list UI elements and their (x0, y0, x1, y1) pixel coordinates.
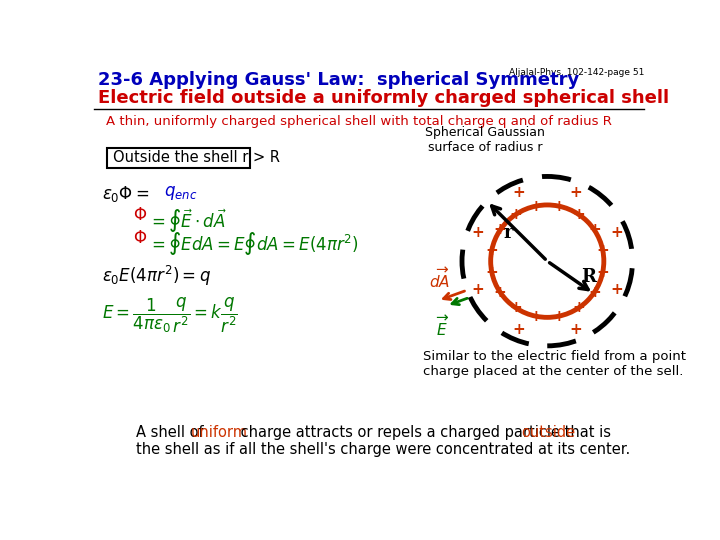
Text: r: r (504, 224, 513, 242)
Text: A shell of: A shell of (137, 425, 209, 440)
Text: Outside the shell r > R: Outside the shell r > R (113, 150, 280, 165)
Text: $\epsilon_0\Phi = $: $\epsilon_0\Phi = $ (102, 184, 149, 204)
Text: +: + (552, 199, 564, 213)
Text: $\Phi$: $\Phi$ (132, 207, 147, 224)
Text: +: + (510, 207, 522, 222)
Text: $\epsilon_0 E(4\pi r^2) = q$: $\epsilon_0 E(4\pi r^2) = q$ (102, 264, 211, 288)
Text: +: + (494, 285, 507, 300)
Text: +: + (610, 282, 623, 297)
Text: $q_{enc}$: $q_{enc}$ (163, 184, 197, 202)
Text: +: + (512, 185, 525, 200)
Text: +: + (588, 222, 600, 238)
Bar (107, 148, 251, 168)
Text: uniform: uniform (191, 425, 248, 440)
Text: $\Phi$: $\Phi$ (132, 231, 147, 247)
Text: $\overrightarrow{E}$: $\overrightarrow{E}$ (436, 315, 449, 339)
Text: +: + (572, 300, 585, 315)
Text: +: + (570, 322, 582, 338)
Text: +: + (572, 207, 585, 222)
Text: $= \oint \vec{E} \cdot d\vec{A}$: $= \oint \vec{E} \cdot d\vec{A}$ (148, 207, 227, 235)
Text: the shell as if all the shell's charge were concentrated at its center.: the shell as if all the shell's charge w… (137, 442, 631, 457)
Text: $E = \dfrac{1}{4\pi\epsilon_0}\dfrac{q}{r^2} = k\dfrac{q}{r^2}$: $E = \dfrac{1}{4\pi\epsilon_0}\dfrac{q}{… (102, 296, 238, 335)
Text: +: + (494, 222, 507, 238)
Text: +: + (570, 185, 582, 200)
Text: +: + (512, 322, 525, 338)
Text: +: + (472, 225, 485, 240)
Text: +: + (530, 199, 543, 213)
Text: +: + (530, 309, 543, 324)
Text: $= \oint EdA = E\oint dA = E(4\pi r^2)$: $= \oint EdA = E\oint dA = E(4\pi r^2)$ (148, 231, 359, 258)
Text: +: + (610, 225, 623, 240)
Text: Spherical Gaussian
surface of radius r: Spherical Gaussian surface of radius r (426, 126, 545, 154)
Text: +: + (596, 265, 609, 280)
Text: R: R (581, 268, 596, 286)
Text: +: + (552, 309, 564, 324)
Text: A thin, uniformly charged spherical shell with total charge q and of radius R: A thin, uniformly charged spherical shel… (106, 115, 611, 128)
Text: Electric field outside a uniformly charged spherical shell: Electric field outside a uniformly charg… (98, 90, 669, 107)
Text: outside: outside (521, 425, 575, 440)
Text: $\overrightarrow{dA}$: $\overrightarrow{dA}$ (429, 267, 450, 292)
Text: 23-6 Applying Gauss' Law:  spherical Symmetry: 23-6 Applying Gauss' Law: spherical Symm… (98, 71, 579, 89)
Text: Aljalal-Phys. 102-142-page 51: Aljalal-Phys. 102-142-page 51 (509, 68, 644, 77)
Text: +: + (510, 300, 522, 315)
Text: +: + (588, 285, 600, 300)
Text: +: + (596, 242, 609, 258)
Text: +: + (485, 265, 498, 280)
Text: charge attracts or repels a charged particle that is: charge attracts or repels a charged part… (235, 425, 616, 440)
Text: Similar to the electric field from a point
charge placed at the center of the se: Similar to the electric field from a poi… (423, 350, 686, 377)
Text: +: + (472, 282, 485, 297)
Text: +: + (485, 242, 498, 258)
